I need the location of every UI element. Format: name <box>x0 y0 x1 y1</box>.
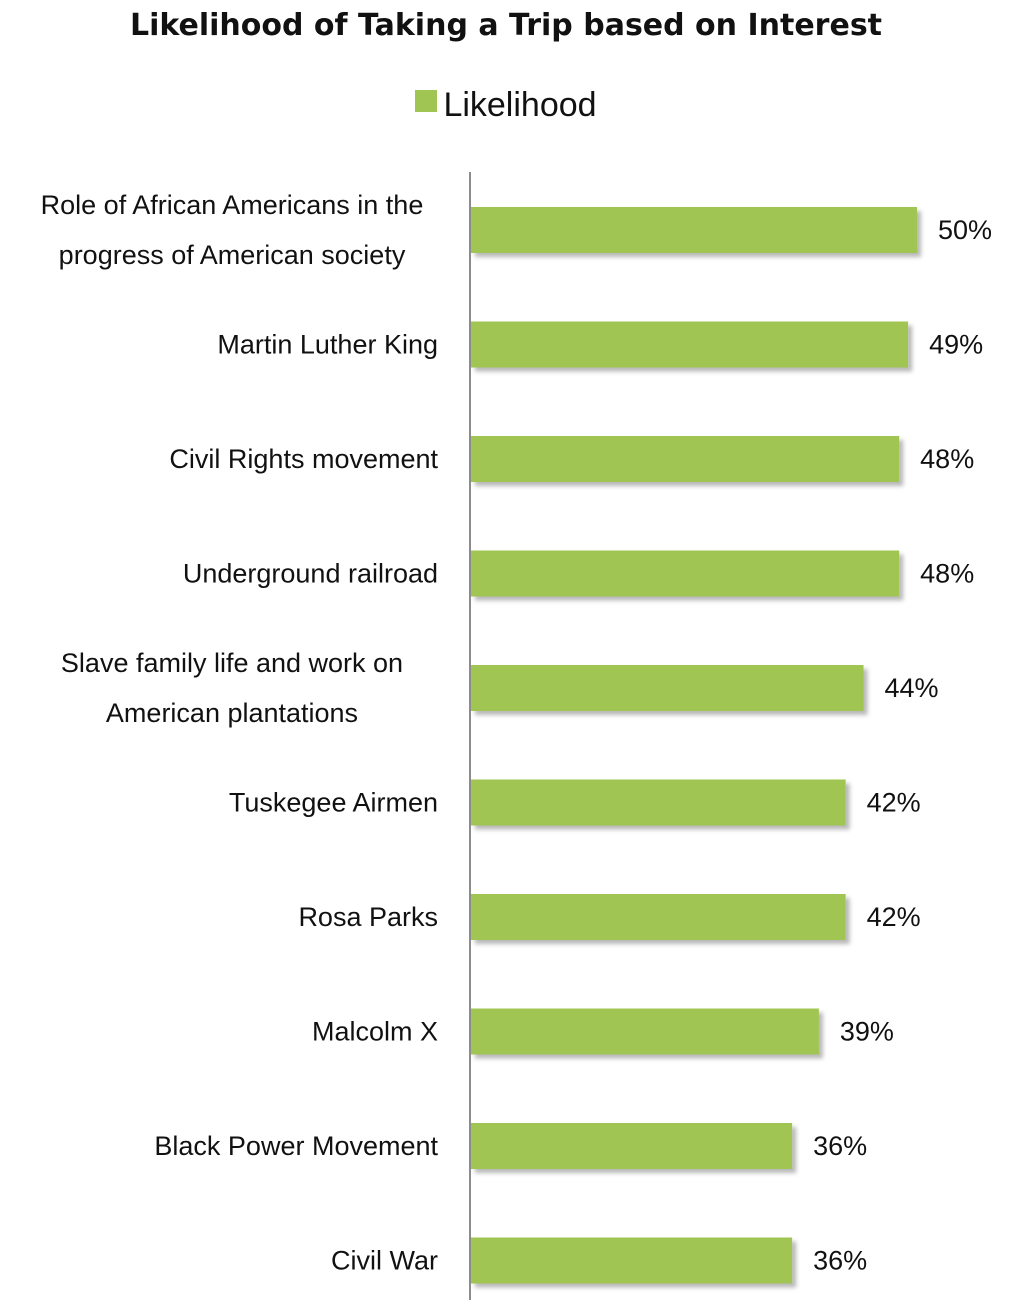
bar <box>471 1237 793 1284</box>
value-label: 49% <box>929 330 983 360</box>
category-label: Rosa Parks <box>298 902 438 932</box>
category-labels-layer: Role of African Americans in the progress… <box>41 190 439 1276</box>
value-label: 42% <box>867 788 921 818</box>
bar <box>471 779 846 826</box>
legend-swatch-likelihood <box>415 90 438 112</box>
category-label: American plantations <box>106 698 358 728</box>
category-label: Malcolm X <box>312 1017 438 1047</box>
bar <box>471 665 864 711</box>
category-label: Black Power Movement <box>154 1131 438 1161</box>
legend-label-likelihood: Likelihood <box>443 86 597 125</box>
chart-title: Likelihood of Taking a Trip based on Int… <box>129 8 883 43</box>
category-label: Role of African Americans in the <box>41 190 424 220</box>
value-label: 44% <box>884 673 938 703</box>
bar <box>471 321 909 368</box>
category-label: Underground railroad <box>183 559 438 589</box>
bar <box>471 436 900 482</box>
category-label: progress of American society <box>59 240 406 270</box>
category-label: Martin Luther King <box>217 330 438 360</box>
value-label: 48% <box>920 444 974 474</box>
value-label: 42% <box>867 902 921 932</box>
category-label: Tuskegee Airmen <box>229 788 438 818</box>
bar <box>471 1123 793 1169</box>
value-label: 50% <box>938 215 992 245</box>
bar <box>471 550 900 597</box>
value-label: 39% <box>840 1017 894 1047</box>
value-label: 36% <box>813 1246 867 1276</box>
bars-layer <box>471 207 917 1284</box>
category-label: Civil War <box>331 1246 438 1276</box>
bar <box>471 207 917 253</box>
value-label: 36% <box>813 1131 867 1161</box>
category-label: Civil Rights movement <box>169 444 438 474</box>
category-label: Slave family life and work on <box>61 648 403 678</box>
bar <box>471 1008 819 1055</box>
value-label: 48% <box>920 559 974 589</box>
legend: Likelihood <box>0 82 1012 126</box>
value-labels-layer: 50% 49% 48% 48% 44% 42% 42% 39% 36% 36% <box>813 215 992 1276</box>
bar <box>471 894 846 940</box>
